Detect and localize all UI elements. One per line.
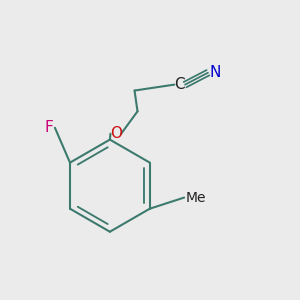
Text: C: C bbox=[174, 77, 185, 92]
Text: F: F bbox=[45, 120, 53, 135]
Text: Me: Me bbox=[186, 190, 206, 205]
Text: O: O bbox=[110, 126, 122, 141]
Text: N: N bbox=[209, 65, 221, 80]
